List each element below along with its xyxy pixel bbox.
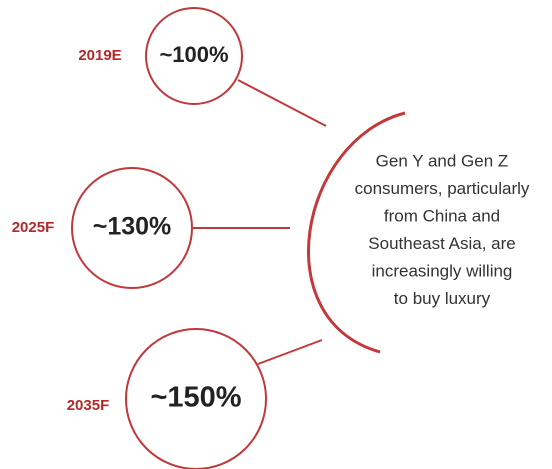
arc: [306, 111, 406, 354]
node-circle: [125, 328, 267, 469]
caption-line: from China and: [384, 206, 500, 225]
caption-line: Southeast Asia, are: [368, 234, 515, 253]
node-circle: [145, 7, 243, 105]
caption-line: to buy luxury: [394, 289, 491, 308]
node-value: ~150%: [150, 382, 241, 414]
caption: Gen Y and Gen Z consumers, particularly fr…: [355, 151, 530, 308]
caption-line: consumers, particularly: [355, 179, 530, 198]
node-circle: [71, 167, 193, 289]
year-label: 2019E: [78, 47, 121, 64]
node-value: ~130%: [93, 213, 172, 241]
node-value: ~100%: [159, 42, 228, 67]
year-label: 2025F: [12, 219, 55, 236]
connector: [237, 79, 327, 127]
caption-line: increasingly willing: [372, 261, 513, 280]
connector: [257, 339, 323, 365]
caption-line: Gen Y and Gen Z: [376, 151, 509, 170]
year-label: 2035F: [67, 397, 110, 414]
